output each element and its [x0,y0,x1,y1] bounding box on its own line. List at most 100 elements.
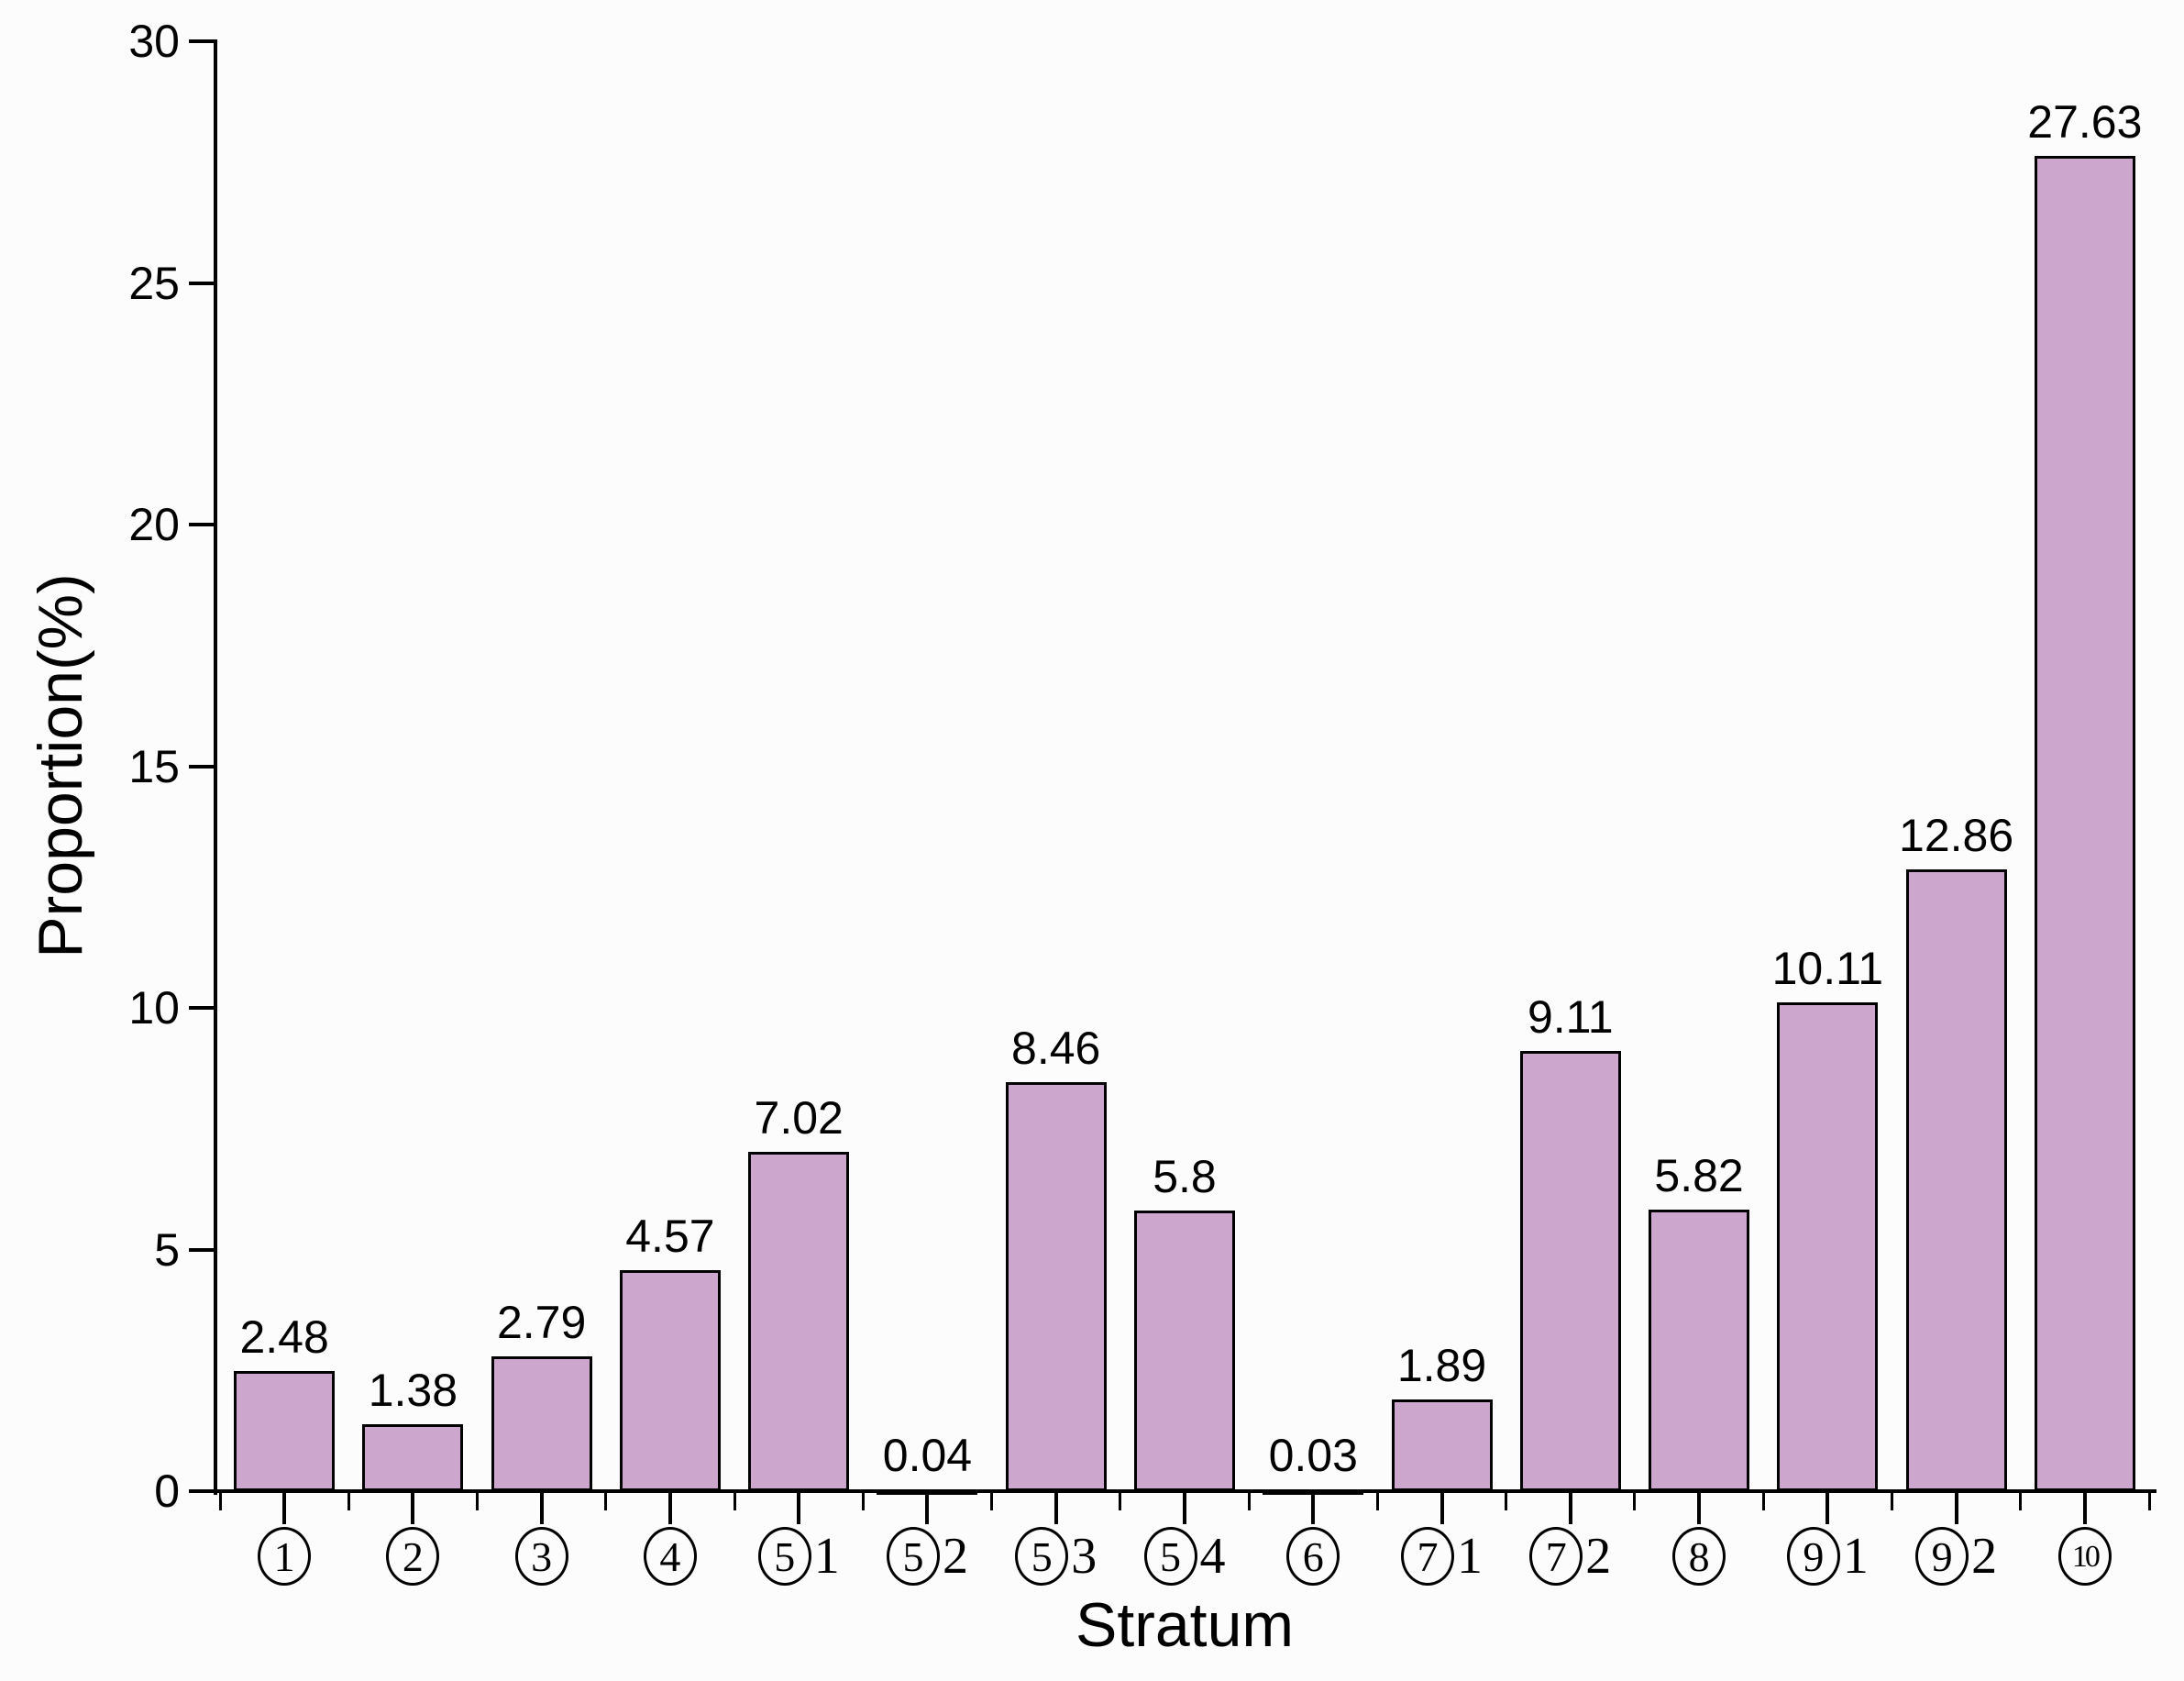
x-axis-major-tick [1183,1493,1186,1524]
y-axis-tick [189,39,216,43]
x-axis-major-tick [1439,1493,1444,1524]
category-suffix: 4 [1199,1528,1226,1585]
x-axis-major-tick [411,1493,415,1524]
x-axis-minor-tick [604,1493,608,1510]
x-axis-major-tick [282,1493,287,1524]
circled-number: 5 [757,1527,811,1586]
x-axis-category-label: 8 [1561,1524,1837,1588]
x-axis-category-label: 10 [1947,1524,2184,1588]
x-axis-minor-tick [347,1493,350,1510]
category-suffix: 2 [1971,1528,1998,1585]
x-axis-major-tick [797,1493,801,1524]
y-axis-tick [189,1247,216,1252]
y-axis-tick-label: 5 [154,1223,180,1276]
bar [1519,1050,1621,1491]
bar [234,1371,336,1491]
circled-number: 9 [1786,1527,1840,1586]
bar [1263,1489,1364,1496]
circled-number: 4 [643,1527,697,1586]
bar [1005,1082,1107,1491]
x-axis-major-tick [2082,1493,2087,1524]
circled-number: 3 [514,1527,568,1586]
circled-number: 10 [2057,1527,2112,1586]
circled-number: 5 [1015,1527,1069,1586]
circled-number: 6 [1286,1527,1340,1586]
bar [2034,155,2135,1491]
circled-number: 8 [1672,1527,1726,1586]
x-axis-minor-tick [990,1493,994,1510]
category-suffix: 1 [1842,1528,1869,1585]
bar [1649,1210,1750,1491]
x-axis-minor-tick [861,1493,865,1510]
y-axis-tick [189,1489,216,1493]
bar [491,1355,592,1491]
category-suffix: 2 [942,1528,968,1585]
y-axis-tick [189,1006,216,1010]
circled-number: 5 [886,1527,940,1586]
y-axis-tick-label: 25 [128,257,180,309]
circled-number: 9 [1915,1527,1969,1586]
x-axis-category-label: 3 [404,1524,679,1588]
x-axis-major-tick [1826,1493,1830,1524]
x-axis-category-label: 4 [533,1524,808,1588]
bar-value-label: 0.04 [882,1429,973,1481]
x-axis-major-tick [1053,1493,1058,1524]
circled-number: 7 [1529,1527,1583,1586]
y-axis-tick-label: 20 [128,499,180,550]
y-axis-tick-label: 0 [154,1465,180,1517]
bar-value-label: 2.48 [239,1311,329,1364]
bar-value-label: 7.02 [754,1092,844,1145]
circled-number: 7 [1401,1527,1455,1586]
x-axis-major-tick [539,1493,544,1524]
x-axis-minor-tick [2019,1493,2023,1510]
x-axis-minor-tick [1761,1493,1765,1510]
x-axis-minor-tick [1247,1493,1251,1510]
x-axis-minor-tick [1633,1493,1637,1510]
x-axis-minor-tick [218,1493,222,1510]
bar [1905,869,2007,1491]
bar-value-label: 5.82 [1654,1150,1744,1202]
x-axis-category-label: 2 [275,1524,550,1588]
bar [362,1424,464,1491]
x-axis-minor-tick [1505,1493,1508,1510]
bar-value-label: 5.8 [1153,1151,1217,1203]
y-axis-tick-label: 15 [128,740,180,792]
category-suffix: 2 [1585,1528,1612,1585]
bar-value-label: 12.86 [1899,810,2014,862]
circled-number: 2 [386,1527,440,1586]
bar [748,1152,850,1491]
y-axis-tick [189,281,216,285]
x-axis-major-tick [925,1493,930,1524]
x-axis-minor-tick [2147,1493,2151,1510]
circled-number: 5 [1143,1527,1197,1586]
bar [1777,1002,1879,1491]
bar-value-label: 4.57 [625,1211,715,1263]
x-axis-major-tick [1954,1493,1958,1524]
bar [619,1270,721,1491]
x-axis-major-tick [667,1493,672,1524]
x-axis-category-label: 6 [1175,1524,1450,1588]
y-axis-tick-label: 30 [128,16,180,67]
y-axis-tick [189,523,216,526]
bar [1134,1211,1235,1491]
x-axis-category-label: 1 [147,1524,422,1588]
bar-value-label: 1.38 [368,1365,458,1417]
category-suffix: 3 [1071,1528,1098,1585]
bar-value-label: 8.46 [1011,1023,1101,1075]
x-axis-minor-tick [476,1493,480,1510]
x-axis-minor-tick [1119,1493,1122,1510]
x-axis-title: Stratum [1075,1590,1295,1660]
bar-value-label: 0.03 [1268,1430,1358,1482]
bar-value-label: 1.89 [1396,1340,1487,1392]
x-axis-major-tick [1697,1493,1702,1524]
circled-number: 1 [258,1527,312,1586]
bar-value-label: 9.11 [1527,990,1614,1043]
x-axis-line [214,1489,2156,1493]
